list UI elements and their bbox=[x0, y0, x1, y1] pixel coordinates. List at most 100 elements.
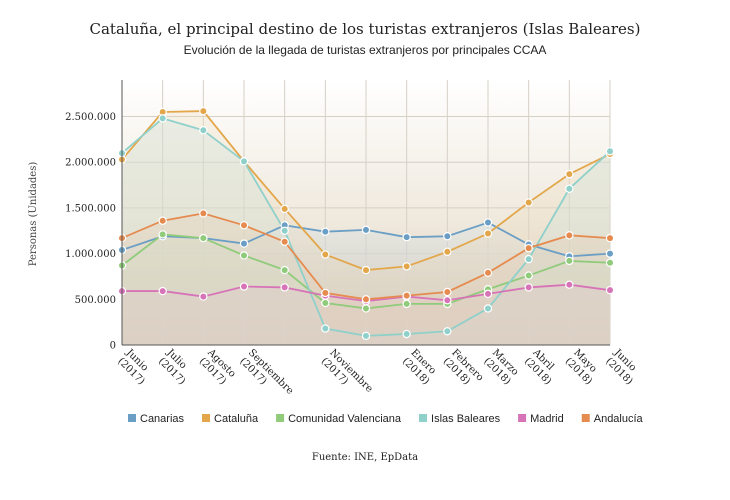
y-tick-label: 1.000.000 bbox=[65, 249, 116, 260]
data-point bbox=[199, 126, 208, 135]
data-point bbox=[361, 295, 371, 304]
chart-title: Cataluña, el principal destino de los tu… bbox=[90, 20, 641, 38]
data-point bbox=[565, 169, 574, 179]
legend-item: Islas Baleares bbox=[419, 413, 501, 425]
legend-swatch bbox=[581, 414, 590, 422]
data-point bbox=[443, 247, 452, 256]
data-point bbox=[605, 233, 615, 243]
data-point bbox=[565, 231, 574, 240]
data-point bbox=[239, 282, 249, 291]
x-tick-label: Marzo(2018) bbox=[481, 347, 521, 387]
series-area bbox=[122, 234, 610, 345]
data-point bbox=[199, 233, 208, 243]
x-tick-label: Mayo(2018) bbox=[563, 347, 603, 387]
data-point bbox=[483, 304, 493, 313]
data-point bbox=[565, 280, 574, 289]
data-point bbox=[402, 329, 411, 339]
data-point bbox=[239, 251, 249, 260]
data-point bbox=[605, 147, 615, 156]
data-point bbox=[605, 249, 615, 258]
legend-swatch bbox=[128, 414, 136, 422]
data-point bbox=[483, 268, 493, 278]
data-point bbox=[280, 283, 289, 292]
data-point bbox=[239, 221, 249, 230]
data-point bbox=[402, 262, 411, 271]
x-tick-label: Junio(2018) bbox=[603, 347, 644, 388]
data-point bbox=[361, 225, 371, 235]
x-tick-label: Abril(2018) bbox=[521, 347, 562, 388]
plot-area: 0 500.000 1.000.000 1.500.000 2.000.000 2.500… bbox=[65, 80, 644, 405]
data-point bbox=[443, 287, 452, 297]
chart-source: Fuente: INE, EpData bbox=[312, 452, 418, 463]
data-point bbox=[402, 299, 411, 309]
data-point bbox=[443, 327, 452, 336]
data-point bbox=[483, 289, 493, 299]
data-point bbox=[280, 265, 289, 275]
data-point bbox=[524, 254, 533, 264]
y-axis-label: Personas (Unidades) bbox=[28, 162, 39, 267]
series-area bbox=[122, 284, 610, 345]
data-point bbox=[565, 184, 574, 193]
data-point bbox=[605, 258, 615, 267]
data-point bbox=[321, 324, 330, 333]
data-point bbox=[402, 232, 411, 242]
y-tick-label: 0 bbox=[110, 341, 116, 352]
data-point bbox=[199, 209, 208, 218]
data-point bbox=[321, 227, 330, 236]
legend-swatch bbox=[518, 414, 527, 422]
data-point bbox=[280, 226, 289, 235]
data-point bbox=[321, 288, 330, 298]
data-point bbox=[158, 286, 167, 296]
legend-item: Comunidad Valenciana bbox=[276, 413, 402, 425]
x-tick-label: Febrero(2018) bbox=[441, 347, 486, 392]
data-point bbox=[605, 285, 615, 295]
data-point bbox=[199, 106, 208, 116]
data-point bbox=[199, 292, 208, 301]
legend-swatch bbox=[202, 414, 211, 422]
legend: Canarias Cataluña Comunidad Valenciana Isla… bbox=[128, 413, 644, 425]
data-point bbox=[239, 239, 249, 248]
data-point bbox=[361, 304, 371, 313]
data-point bbox=[321, 250, 330, 259]
x-tick-label: Julio(2017) bbox=[155, 347, 196, 388]
legend-swatch bbox=[276, 414, 285, 422]
data-point bbox=[565, 256, 574, 266]
data-point bbox=[524, 271, 533, 280]
x-tick-label: Agosto(2017) bbox=[196, 347, 238, 389]
legend-item: Canarias bbox=[128, 413, 185, 425]
data-point bbox=[158, 216, 167, 225]
legend-label: Madrid bbox=[530, 413, 564, 425]
y-tick-label: 1.500.000 bbox=[65, 203, 116, 214]
legend-item: Andalucía bbox=[581, 413, 644, 425]
data-point bbox=[361, 331, 371, 341]
data-point bbox=[524, 283, 533, 292]
data-point bbox=[524, 243, 533, 253]
data-point bbox=[280, 204, 289, 214]
y-tick-label: 2.000.000 bbox=[65, 158, 116, 169]
x-tick-label: Junio(2017) bbox=[115, 347, 156, 388]
data-point bbox=[280, 237, 289, 246]
data-point bbox=[361, 265, 371, 275]
data-point bbox=[321, 298, 330, 308]
y-tick-label: 500.000 bbox=[75, 295, 116, 306]
legend-label: Cataluña bbox=[214, 413, 259, 425]
data-point bbox=[239, 157, 249, 166]
data-point bbox=[158, 230, 167, 239]
legend-label: Andalucía bbox=[594, 413, 644, 425]
data-point bbox=[443, 232, 452, 241]
data-point bbox=[402, 291, 411, 300]
legend-item: Madrid bbox=[518, 413, 564, 425]
data-point bbox=[524, 198, 533, 207]
x-tick-label: Enero(2018) bbox=[400, 347, 440, 387]
data-point bbox=[158, 114, 167, 123]
legend-label: Islas Baleares bbox=[431, 413, 501, 425]
y-tick-label: 2.500.000 bbox=[65, 112, 116, 123]
legend-label: Comunidad Valenciana bbox=[288, 413, 402, 425]
data-point bbox=[443, 296, 452, 305]
chart-subtitle: Evolución de la llegada de turistas extr… bbox=[184, 43, 547, 57]
data-point bbox=[483, 218, 493, 227]
legend-swatch bbox=[419, 414, 428, 422]
x-tick-label: Noviembre(2017) bbox=[319, 347, 375, 403]
x-tick-label: Septiembre(2017) bbox=[237, 347, 295, 405]
